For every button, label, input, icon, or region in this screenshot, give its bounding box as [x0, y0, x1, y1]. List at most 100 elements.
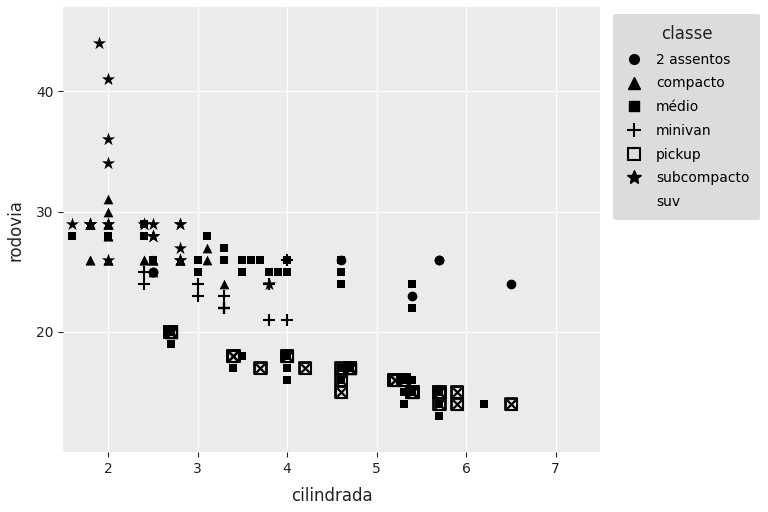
Point [335, 376, 347, 384]
Point [433, 388, 445, 396]
Point [433, 255, 445, 264]
Point [433, 400, 445, 408]
Point [164, 328, 177, 336]
Point [272, 268, 284, 276]
Point [84, 220, 96, 228]
Point [389, 376, 401, 384]
Point [245, 255, 257, 264]
Point [174, 255, 186, 264]
Point [335, 268, 347, 276]
Point [335, 364, 347, 372]
Point [299, 364, 311, 372]
Point [174, 244, 186, 252]
Point [343, 364, 356, 372]
Point [406, 388, 419, 396]
Point [254, 255, 266, 264]
Point [281, 352, 293, 360]
Point [343, 364, 356, 372]
Point [343, 364, 356, 372]
Point [218, 255, 230, 264]
Point [218, 304, 230, 312]
Point [505, 400, 517, 408]
Point [281, 255, 293, 264]
Point [335, 388, 347, 396]
Point [281, 316, 293, 324]
Point [84, 220, 96, 228]
Point [147, 231, 159, 240]
Point [335, 376, 347, 384]
Point [227, 352, 240, 360]
Point [84, 220, 96, 228]
Point [191, 268, 204, 276]
Point [335, 364, 347, 372]
Point [281, 255, 293, 264]
Point [147, 268, 159, 276]
Point [84, 220, 96, 228]
Point [102, 231, 114, 240]
Point [433, 400, 445, 408]
Point [164, 328, 177, 336]
Point [406, 388, 419, 396]
Point [397, 388, 409, 396]
Point [227, 352, 240, 360]
Point [102, 220, 114, 228]
Point [102, 220, 114, 228]
Point [335, 364, 347, 372]
Point [147, 255, 159, 264]
Point [335, 376, 347, 384]
Point [174, 255, 186, 264]
Point [451, 388, 463, 396]
Point [335, 255, 347, 264]
Point [335, 255, 347, 264]
Point [281, 255, 293, 264]
Point [397, 376, 409, 384]
Point [102, 220, 114, 228]
Point [343, 364, 356, 372]
Point [93, 39, 105, 47]
Point [164, 328, 177, 336]
Point [164, 328, 177, 336]
Point [102, 196, 114, 204]
Point [343, 364, 356, 372]
Point [218, 304, 230, 312]
Point [137, 220, 150, 228]
Point [335, 376, 347, 384]
Y-axis label: rodovia: rodovia [7, 199, 25, 261]
Point [164, 340, 177, 348]
Point [84, 220, 96, 228]
Point [451, 388, 463, 396]
Point [343, 364, 356, 372]
Point [102, 255, 114, 264]
Point [281, 255, 293, 264]
Point [343, 364, 356, 372]
Point [164, 328, 177, 336]
Point [406, 388, 419, 396]
Point [433, 400, 445, 408]
Point [102, 159, 114, 167]
Point [164, 328, 177, 336]
Point [218, 244, 230, 252]
Point [343, 364, 356, 372]
Point [102, 207, 114, 216]
Point [147, 255, 159, 264]
Point [102, 255, 114, 264]
Point [263, 280, 276, 288]
Point [191, 280, 204, 288]
Point [254, 255, 266, 264]
Point [174, 255, 186, 264]
Point [263, 316, 276, 324]
Point [343, 364, 356, 372]
Point [335, 255, 347, 264]
Point [281, 352, 293, 360]
Point [227, 364, 240, 372]
Point [406, 376, 419, 384]
Point [263, 268, 276, 276]
Point [218, 244, 230, 252]
Point [137, 255, 150, 264]
Point [102, 231, 114, 240]
Point [147, 268, 159, 276]
Point [343, 364, 356, 372]
Point [147, 255, 159, 264]
Point [433, 388, 445, 396]
Point [397, 376, 409, 384]
